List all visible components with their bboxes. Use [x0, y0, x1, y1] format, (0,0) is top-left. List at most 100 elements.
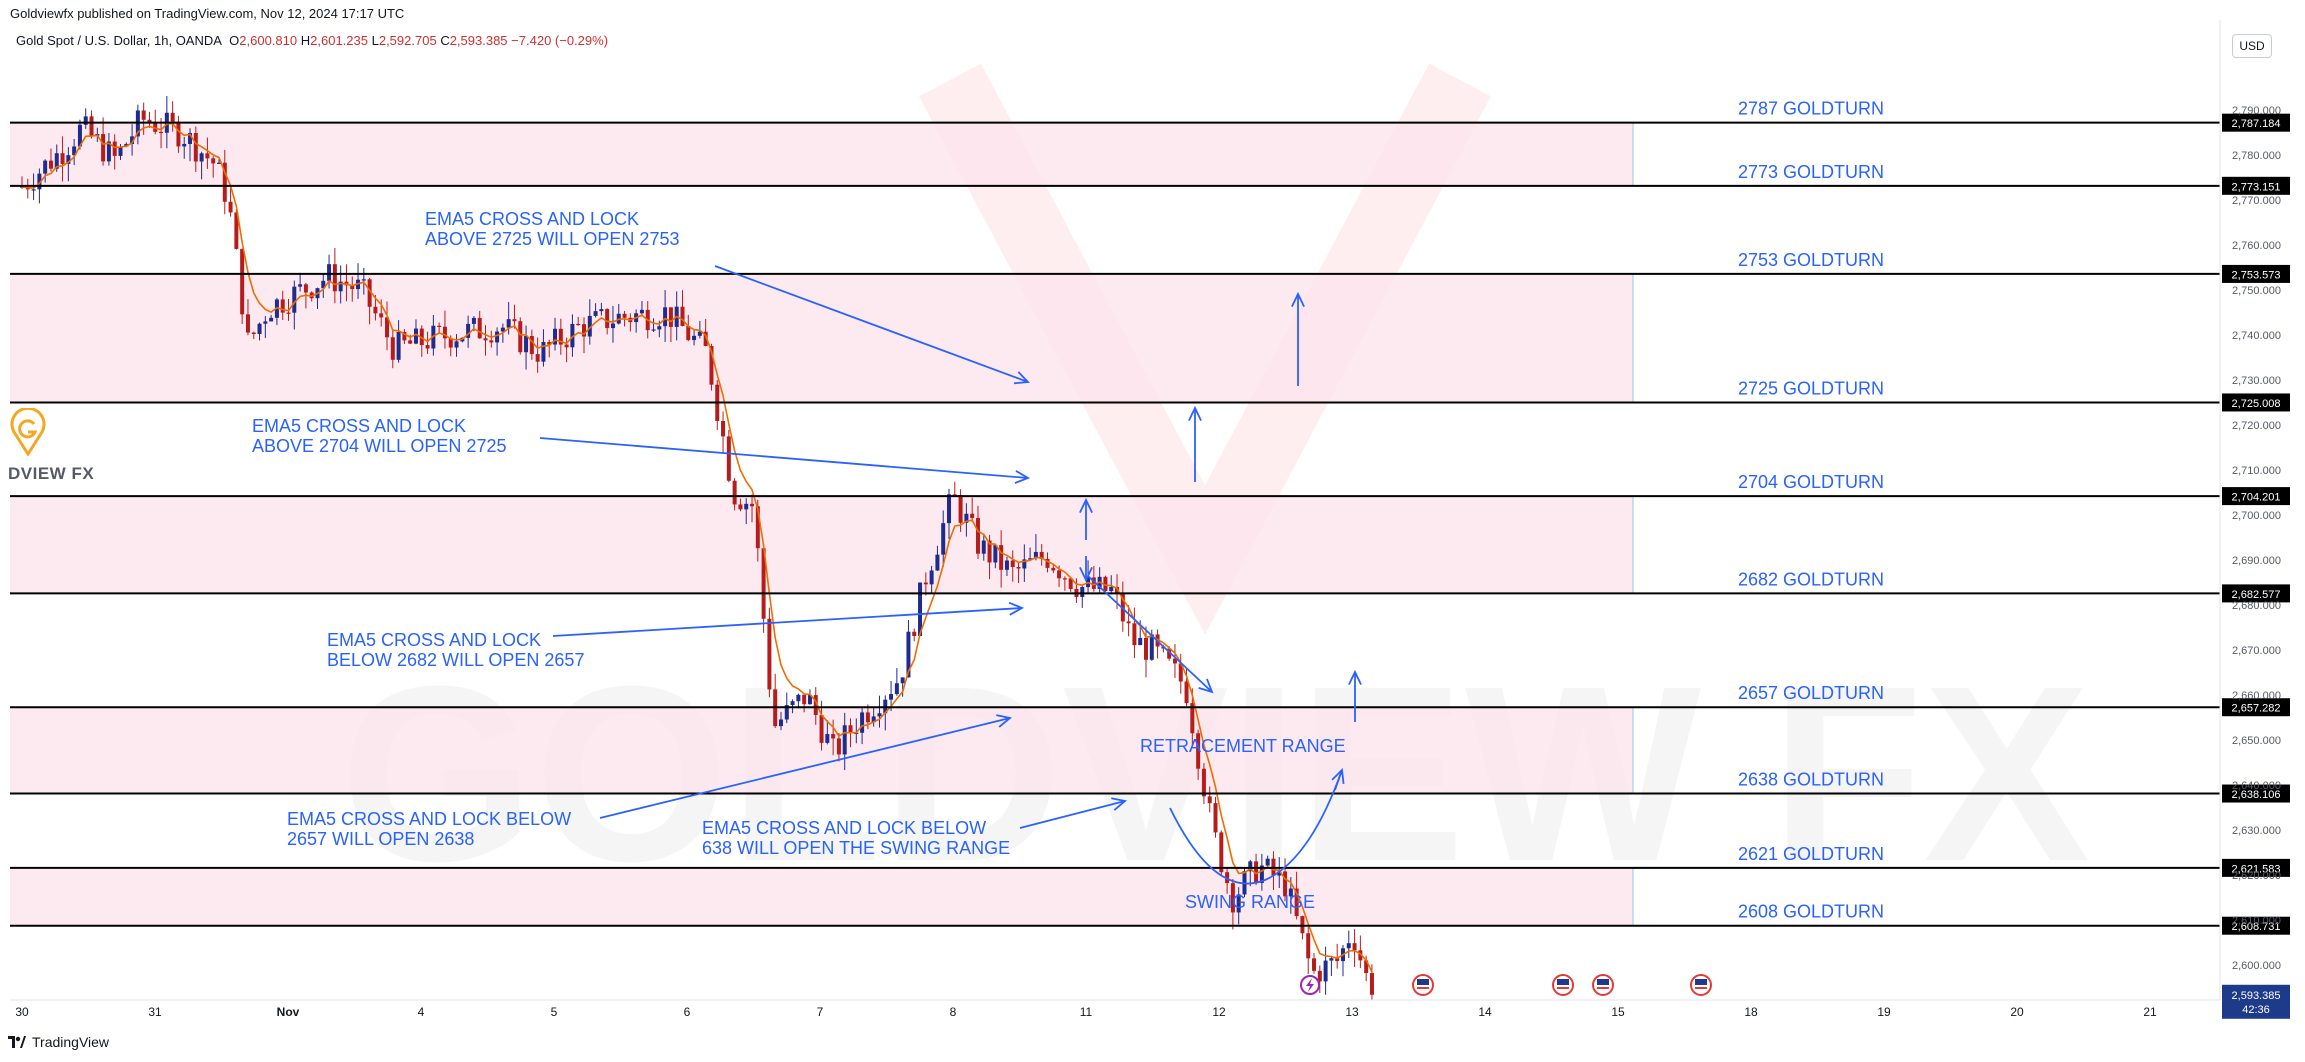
candle-body: [292, 286, 297, 313]
candle-body: [860, 712, 865, 733]
event-flag-icon: [1690, 974, 1712, 996]
annotation-6-line-0: SWING RANGE: [1185, 892, 1315, 912]
y-tick-label: 2,740.000: [2232, 330, 2281, 342]
candle-body: [680, 306, 685, 326]
candle-body: [750, 503, 755, 507]
candle-body: [350, 285, 355, 290]
x-tick-label: 11: [1080, 1005, 1093, 1019]
ema5-line: [21, 122, 1373, 973]
candle-body: [912, 631, 917, 636]
candle-body: [836, 738, 841, 755]
candle-body: [935, 554, 940, 571]
candle-body: [66, 155, 71, 164]
tradingview-brand[interactable]: TradingView: [8, 1034, 109, 1050]
candle-body: [141, 110, 146, 120]
candle-body: [106, 141, 111, 162]
candle-body: [298, 284, 303, 287]
candle-body: [327, 264, 332, 281]
level-label-2621: 2621 GOLDTURN: [1738, 844, 1884, 864]
candle-body: [390, 337, 395, 360]
annotation-1-line-0: EMA5 CROSS AND LOCK: [252, 416, 466, 436]
candle-body: [697, 331, 702, 336]
candle-body: [495, 331, 500, 343]
candle-body: [778, 719, 783, 727]
level-label-2725: 2725 GOLDTURN: [1738, 378, 1884, 398]
arrow-annotation-2: [552, 607, 1023, 637]
candle-body: [900, 677, 905, 684]
candle-body: [193, 133, 198, 162]
candle-body: [651, 329, 656, 331]
price-tag-bg: [2222, 584, 2290, 603]
candle-body: [1045, 558, 1050, 568]
candle-body: [1300, 916, 1305, 934]
candle-body: [1335, 958, 1340, 962]
candle-body: [147, 119, 152, 124]
symbol-info: Gold Spot / U.S. Dollar, 1h, OANDA O2,60…: [16, 33, 608, 48]
candle-body: [657, 326, 662, 330]
candle-body: [825, 734, 830, 743]
arrow-annotation-1-head: [1014, 470, 1031, 484]
candle-body: [419, 328, 424, 346]
candle-body: [1028, 558, 1033, 560]
candle-body: [975, 517, 980, 554]
price-tag-bg: [2222, 784, 2290, 803]
candle-body: [101, 134, 106, 162]
arrow-down-2682-head: [1079, 567, 1093, 583]
candle-body: [1358, 950, 1363, 961]
candle-body: [1259, 865, 1264, 883]
brand-text: DVIEW FX: [8, 464, 95, 483]
candle-body: [553, 328, 558, 345]
y-tick-label: 2,710.000: [2232, 465, 2281, 477]
arrow-up-2753-head: [1291, 291, 1305, 307]
level-label-2608: 2608 GOLDTURN: [1738, 902, 1884, 922]
arrow-annotation-4: [1019, 800, 1126, 829]
y-tick-label: 2,770.000: [2232, 195, 2281, 207]
candle-body: [970, 513, 975, 518]
arrow-retracement-head: [1334, 769, 1343, 791]
candle-body: [999, 545, 1004, 570]
candle-body: [622, 313, 627, 318]
price-tag-bg: [2222, 916, 2290, 935]
candle-body: [118, 146, 123, 156]
currency-button[interactable]: USD: [2232, 34, 2272, 58]
y-tick-label: 2,670.000: [2232, 645, 2281, 657]
candle-body: [483, 338, 488, 341]
price-tag-bg: [2222, 487, 2290, 506]
candle-body: [871, 716, 876, 723]
annotation-0-line-1: ABOVE 2725 WILL OPEN 2753: [425, 229, 679, 249]
candle-body: [877, 713, 882, 717]
candle-body: [471, 317, 476, 324]
candle-body: [581, 324, 586, 337]
candle-body: [489, 340, 494, 343]
high-value: 2,601.235: [310, 33, 368, 48]
price-tag-bg: [2222, 858, 2290, 877]
candle-body: [216, 162, 221, 164]
candle-body: [1352, 943, 1357, 951]
event-flag-canton: [1597, 979, 1609, 985]
event-flag-icon: [1592, 974, 1614, 996]
candle-body: [570, 323, 575, 348]
candle-body: [813, 695, 818, 715]
current-price-label: 2,593.385: [2232, 990, 2281, 1002]
candle-body: [1132, 623, 1137, 646]
candle-body: [721, 420, 726, 437]
y-tick-label: 2,790.000: [2232, 105, 2281, 117]
candle-body: [385, 317, 390, 338]
price-tag-2621: 2,621.583: [2232, 863, 2281, 875]
candle-body: [593, 311, 598, 316]
arrow-annotation-1: [539, 437, 1029, 479]
level-label-2638: 2638 GOLDTURN: [1738, 770, 1884, 790]
price-tag-2753: 2,753.573: [2232, 269, 2281, 281]
y-tick-label: 2,650.000: [2232, 735, 2281, 747]
candle-body: [379, 313, 384, 318]
candle-body: [889, 694, 894, 700]
open-label: O: [229, 33, 240, 48]
candle-body: [831, 734, 836, 739]
candle-body: [43, 160, 48, 174]
x-tick-label: 6: [684, 1005, 691, 1019]
candle-body: [506, 319, 511, 328]
annotation-3-line-0: EMA5 CROSS AND LOCK BELOW: [287, 809, 571, 829]
candle-body: [923, 582, 928, 585]
candle-body: [524, 336, 529, 353]
candle-body: [338, 281, 343, 292]
